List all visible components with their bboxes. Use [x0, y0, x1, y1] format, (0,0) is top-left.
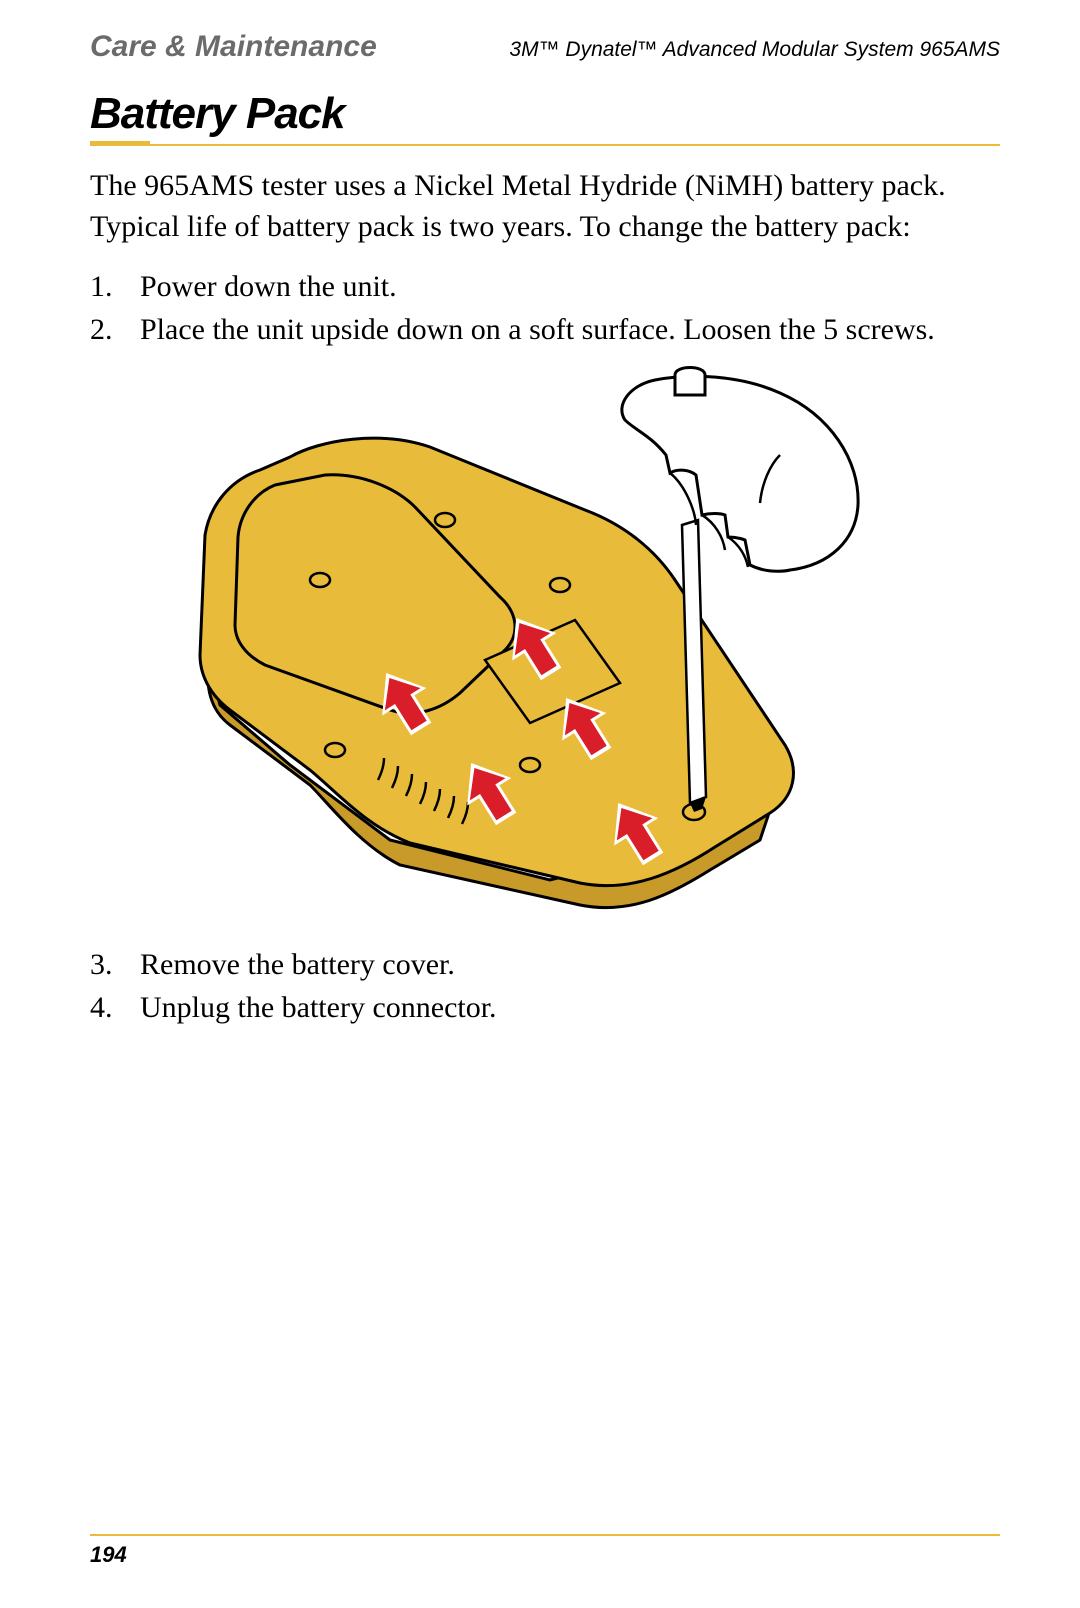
page-title: Battery Pack [90, 89, 1000, 139]
step-number: 3. [90, 945, 140, 986]
steps-list-continued: 3. Remove the battery cover. 4. Unplug t… [90, 945, 1000, 1028]
step-text: Place the unit upside down on a soft sur… [140, 310, 1000, 351]
step-item: 2. Place the unit upside down on a soft … [90, 310, 1000, 351]
step-number: 1. [90, 267, 140, 308]
page-footer: 194 [90, 1534, 1000, 1568]
figure-device-screws [130, 365, 1000, 930]
step-item: 4. Unplug the battery connector. [90, 988, 1000, 1029]
section-header: Care & Maintenance [90, 30, 377, 64]
steps-list: 1. Power down the unit. 2. Place the uni… [90, 267, 1000, 350]
step-text: Unplug the battery connector. [140, 988, 1000, 1029]
step-item: 1. Power down the unit. [90, 267, 1000, 308]
device-illustration-icon [130, 365, 910, 925]
step-number: 4. [90, 988, 140, 1029]
product-header: 3M™ Dynatel™ Advanced Modular System 965… [509, 38, 1000, 62]
step-number: 2. [90, 310, 140, 351]
footer-rule [90, 1534, 1000, 1536]
page-number: 194 [90, 1542, 1000, 1568]
title-underline [90, 141, 1000, 146]
step-item: 3. Remove the battery cover. [90, 945, 1000, 986]
step-text: Remove the battery cover. [140, 945, 1000, 986]
step-text: Power down the unit. [140, 267, 1000, 308]
intro-text: The 965AMS tester uses a Nickel Metal Hy… [90, 166, 1000, 247]
